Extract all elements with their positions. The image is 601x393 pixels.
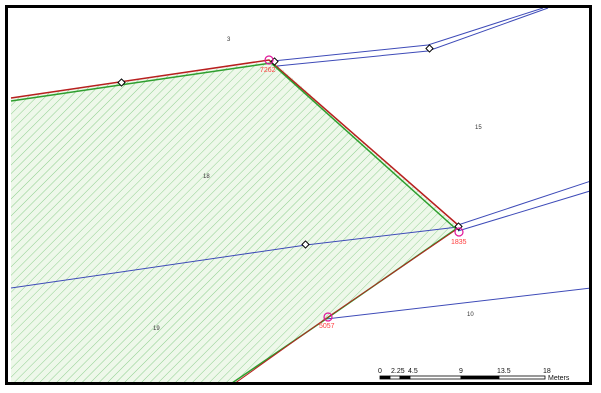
parcel-line-north-a [272, 8, 544, 62]
parcel-label: 18 [203, 174, 210, 180]
vertex-label: 5057 [319, 323, 335, 330]
map-canvas[interactable]: 3 15 18 19 10 7262 1835 5057 0 2.25 4.5 … [5, 5, 592, 385]
scale-segment [409, 375, 462, 380]
parcel-line-east-b [457, 190, 589, 232]
scale-tick-label: 9 [459, 368, 463, 375]
scale-segment [389, 375, 401, 380]
scale-tick-label: 4.5 [408, 368, 418, 375]
vertex-label: 7262 [260, 67, 276, 74]
scale-segment [498, 375, 546, 380]
scale-tick-label: 13.5 [497, 368, 511, 375]
selection-edge-red [10, 59, 459, 226]
selection-edge-red-lower [235, 226, 461, 382]
diamond-marker-icon[interactable] [117, 78, 126, 87]
selected-parcel-polygon[interactable] [11, 61, 458, 385]
vertex-label: 1835 [451, 239, 467, 246]
selected-vertices [264, 55, 464, 322]
parcel-line-north-b [276, 8, 549, 67]
scale-segment [460, 375, 500, 380]
diamond-markers [117, 44, 463, 249]
diamond-marker-icon[interactable] [301, 240, 310, 249]
scale-tick-label: 18 [543, 368, 551, 375]
scale-unit-label: Meters [548, 375, 570, 382]
parcel-label: 15 [475, 125, 482, 131]
diamond-marker-icon[interactable] [425, 44, 434, 53]
parcel-label: 3 [227, 37, 231, 43]
parcel-line-south [325, 287, 589, 320]
scale-tick-label: 0 [378, 368, 382, 375]
map-frame[interactable]: 3 15 18 19 10 7262 1835 5057 0 2.25 4.5 … [5, 5, 592, 385]
scale-segment [379, 375, 391, 380]
parcel-label: 10 [467, 312, 474, 318]
scale-tick-label: 2.25 [391, 368, 405, 375]
scale-bar: 0 2.25 4.5 9 13.5 18 Meters [378, 368, 570, 382]
scale-segment [399, 375, 411, 380]
vertex-circle-icon[interactable] [264, 55, 274, 65]
vertex-circle-icon[interactable] [454, 227, 464, 237]
vertex-circle-icon[interactable] [323, 312, 333, 322]
parcel-line-east-a [457, 181, 589, 226]
parcel-label: 19 [153, 326, 160, 332]
